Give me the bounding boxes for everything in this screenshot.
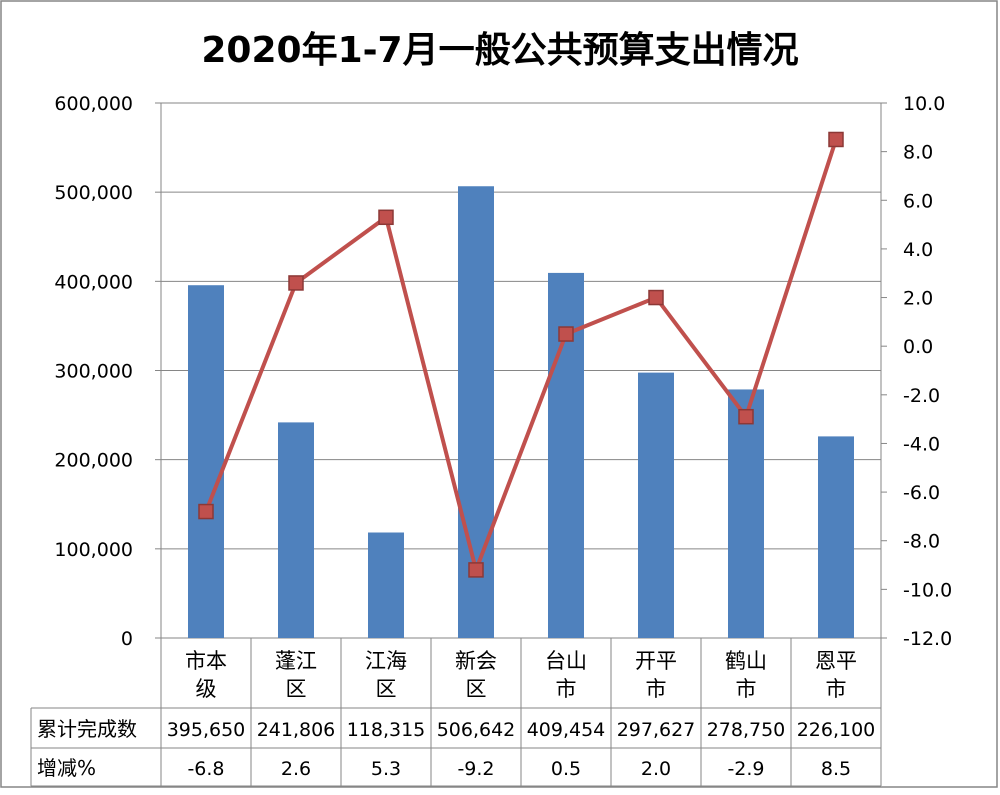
right-axis-tick-label: 6.0 bbox=[903, 190, 933, 212]
left-axis-tick-label: 500,000 bbox=[54, 182, 133, 204]
table-cell-change: -2.9 bbox=[727, 758, 764, 780]
bar-蓬江区 bbox=[278, 422, 314, 638]
table-cell-change: 2.6 bbox=[281, 758, 311, 780]
category-label: 台山市 bbox=[545, 649, 587, 701]
right-axis-tick-label: -2.0 bbox=[903, 385, 940, 407]
table-cell-value: 226,100 bbox=[797, 719, 876, 741]
table-cell-value: 278,750 bbox=[707, 719, 786, 741]
left-axis-tick-label: 200,000 bbox=[54, 450, 133, 472]
table-cell-value: 118,315 bbox=[347, 719, 426, 741]
right-axis-tick-label: 0.0 bbox=[903, 336, 933, 358]
line-marker-恩平市 bbox=[828, 131, 844, 148]
line-series bbox=[204, 138, 838, 572]
line-marker-新会区 bbox=[468, 562, 484, 578]
line-marker-开平市 bbox=[648, 289, 664, 306]
table-cell-value: 506,642 bbox=[437, 719, 516, 741]
table-row-header: 累计完成数 bbox=[37, 717, 137, 741]
category-label: 市本级 bbox=[185, 649, 227, 701]
table-cell-value: 241,806 bbox=[257, 719, 336, 741]
line-marker-鹤山市 bbox=[738, 408, 754, 425]
table-cell-change: 5.3 bbox=[371, 758, 401, 780]
chart-title: 2020年1-7月一般公共预算支出情况 bbox=[201, 30, 798, 71]
table-cell-change: 2.0 bbox=[641, 758, 671, 780]
table-cell-value: 297,627 bbox=[617, 719, 696, 741]
category-label: 开平市 bbox=[635, 649, 677, 701]
category-label: 鹤山市 bbox=[725, 649, 767, 701]
bar-鹤山市 bbox=[728, 389, 764, 638]
right-axis-tick-label: -12.0 bbox=[903, 628, 952, 650]
line-marker-蓬江区 bbox=[288, 275, 304, 291]
left-axis-tick-label: 600,000 bbox=[54, 93, 133, 115]
right-axis-tick-label: 10.0 bbox=[903, 93, 945, 115]
table-cell-value: 409,454 bbox=[527, 719, 606, 741]
right-axis-tick-label: -10.0 bbox=[903, 579, 952, 601]
left-axis-tick-label: 0 bbox=[121, 628, 133, 650]
category-label: 恩平市 bbox=[815, 649, 857, 701]
category-label: 新会区 bbox=[455, 649, 497, 701]
bar-恩平市 bbox=[818, 436, 854, 638]
table-row-header: 增减% bbox=[37, 756, 96, 780]
right-axis-tick-label: -4.0 bbox=[903, 433, 940, 455]
bar-市本级 bbox=[188, 285, 224, 638]
category-label: 蓬江区 bbox=[275, 649, 317, 701]
table-cell-change: -9.2 bbox=[457, 758, 494, 780]
bar-江海区 bbox=[368, 532, 404, 638]
table-cell-change: 0.5 bbox=[551, 758, 581, 780]
left-axis-tick-label: 100,000 bbox=[54, 539, 133, 561]
left-axis-tick-label: 400,000 bbox=[54, 271, 133, 293]
table-cell-change: -6.8 bbox=[187, 758, 224, 780]
line-marker-台山市 bbox=[558, 326, 574, 342]
line-marker-江海区 bbox=[378, 209, 394, 226]
table-cell-value: 395,650 bbox=[167, 719, 246, 741]
right-axis-tick-label: -6.0 bbox=[903, 482, 940, 504]
bar-开平市 bbox=[638, 372, 674, 638]
category-label: 江海区 bbox=[365, 649, 407, 701]
left-axis-tick-label: 300,000 bbox=[54, 361, 133, 383]
right-axis-tick-label: 4.0 bbox=[903, 239, 933, 261]
right-axis-tick-label: 2.0 bbox=[903, 288, 933, 310]
table-cell-change: 8.5 bbox=[821, 758, 851, 780]
right-axis-tick-label: 8.0 bbox=[903, 142, 933, 164]
line-marker-市本级 bbox=[198, 503, 214, 520]
right-axis-tick-label: -8.0 bbox=[903, 531, 940, 553]
